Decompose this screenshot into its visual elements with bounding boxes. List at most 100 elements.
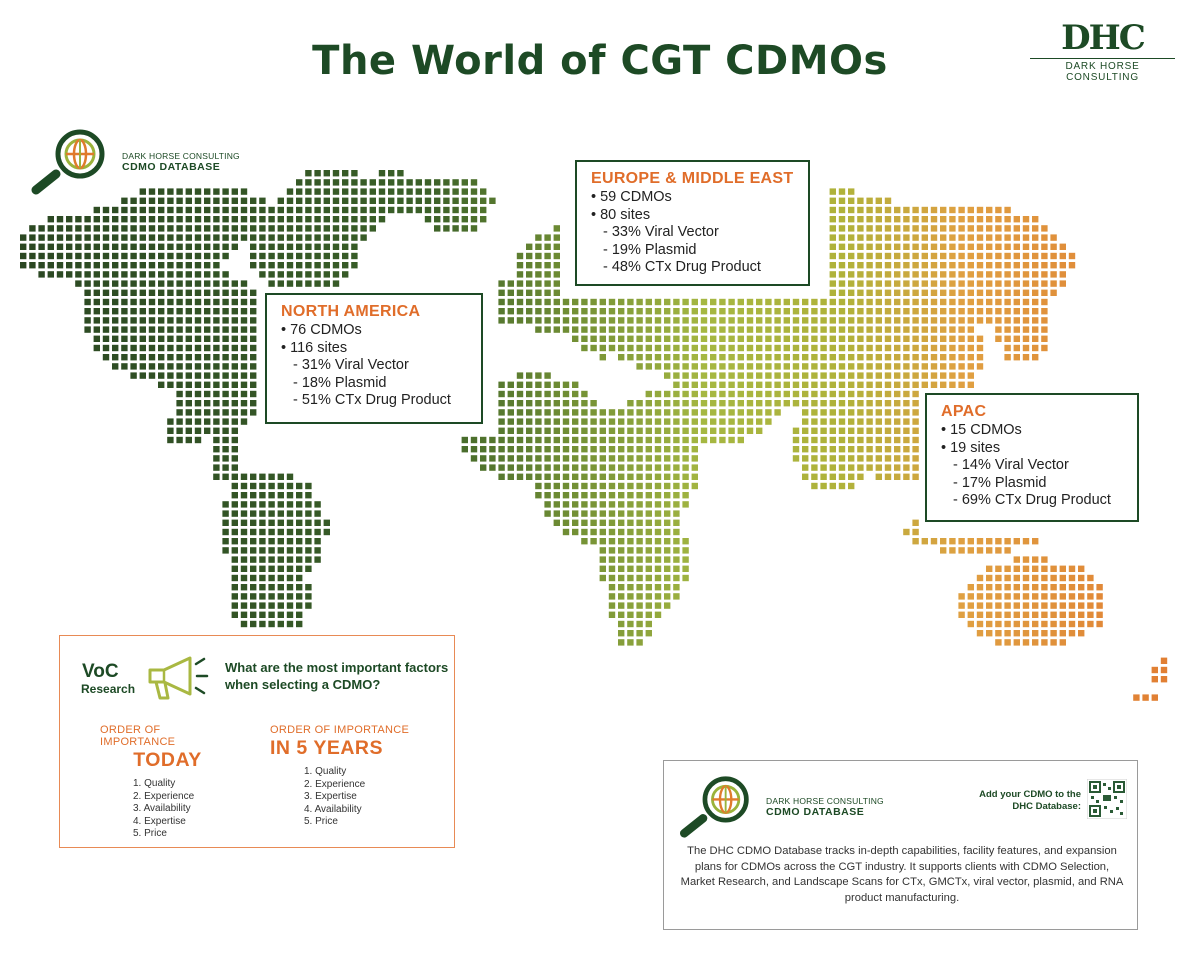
map-dot	[903, 280, 910, 287]
map-dot	[176, 271, 183, 278]
map-dot	[268, 538, 275, 545]
map-dot	[608, 298, 616, 306]
map-dot	[719, 390, 726, 398]
map-dot	[194, 243, 202, 250]
map-dot	[673, 344, 680, 352]
map-dot	[719, 372, 726, 379]
map-dot	[176, 289, 183, 296]
map-dot	[314, 206, 321, 214]
map-dot	[848, 455, 855, 462]
map-dot	[737, 372, 744, 379]
map-dot	[875, 400, 882, 407]
map-dot	[158, 206, 165, 214]
map-dot	[240, 197, 248, 204]
map-dot	[213, 216, 220, 223]
map-dot	[884, 354, 892, 361]
map-dot	[93, 317, 100, 324]
map-dot	[194, 262, 202, 269]
map-dot	[286, 547, 294, 554]
map-dot	[848, 326, 855, 333]
map-dot	[277, 602, 284, 609]
map-dot	[250, 390, 257, 398]
map-dot	[296, 547, 303, 554]
map-dot	[875, 289, 882, 296]
map-dot	[664, 335, 671, 342]
map-dot	[1041, 593, 1048, 600]
map-dot	[746, 335, 754, 342]
map-dot	[664, 317, 671, 324]
map-dot	[167, 335, 174, 342]
map-dot	[912, 335, 919, 342]
map-dot	[222, 390, 229, 398]
map-dot	[296, 519, 303, 526]
map-dot	[608, 519, 616, 526]
map-dot	[719, 344, 726, 352]
map-dot	[949, 381, 956, 388]
map-dot	[976, 262, 984, 269]
map-dot	[277, 473, 284, 480]
map-dot	[378, 170, 386, 177]
map-dot	[756, 335, 763, 342]
map-dot	[342, 243, 349, 250]
map-dot	[636, 409, 643, 416]
map-dot	[848, 280, 855, 287]
map-dot	[112, 243, 119, 250]
map-dot	[470, 455, 478, 462]
map-dot	[838, 234, 846, 241]
map-dot	[894, 363, 901, 370]
map-dot	[857, 464, 864, 471]
map-dot	[654, 473, 662, 480]
map-dot	[802, 317, 809, 324]
map-dot	[84, 262, 91, 269]
map-dot	[130, 216, 137, 223]
map-dot	[654, 482, 662, 490]
map-dot	[204, 427, 211, 434]
map-dot	[1059, 584, 1066, 591]
map-dot	[213, 381, 220, 388]
map-dot	[1041, 630, 1048, 637]
map-dot	[608, 565, 616, 572]
map-dot	[866, 243, 873, 250]
map-dot	[976, 271, 984, 278]
map-dot	[231, 188, 238, 195]
map-dot	[903, 390, 910, 398]
map-dot	[185, 418, 192, 425]
map-dot	[185, 436, 192, 444]
map-dot	[231, 436, 238, 444]
map-dot	[866, 289, 873, 296]
map-dot	[305, 271, 312, 278]
map-dot	[627, 538, 634, 545]
map-dot	[1041, 565, 1048, 572]
map-dot	[894, 243, 901, 250]
map-dot	[56, 252, 64, 260]
map-dot	[314, 547, 321, 554]
map-dot	[811, 400, 818, 407]
map-dot	[553, 482, 560, 490]
map-dot	[838, 455, 846, 462]
map-dot	[618, 436, 625, 444]
map-dot	[976, 317, 984, 324]
qr-code[interactable]	[1087, 779, 1127, 819]
map-dot	[636, 528, 643, 536]
map-dot	[995, 538, 1002, 545]
map-dot	[976, 584, 984, 591]
map-dot	[1032, 234, 1039, 241]
map-dot	[250, 565, 257, 572]
map-dot	[1068, 574, 1076, 582]
map-dot	[204, 252, 211, 260]
map-dot	[231, 289, 238, 296]
map-dot	[204, 225, 211, 232]
map-dot	[121, 335, 128, 342]
map-dot	[792, 308, 800, 315]
map-dot	[516, 446, 524, 453]
map-dot	[1004, 639, 1011, 646]
map-dot	[1068, 611, 1076, 618]
map-dot	[222, 528, 229, 536]
map-dot	[820, 400, 827, 407]
map-dot	[967, 271, 974, 278]
map-dot	[857, 390, 864, 398]
map-dot	[572, 381, 579, 388]
map-dot	[1059, 565, 1066, 572]
map-dot	[535, 317, 542, 324]
map-dot	[884, 473, 892, 480]
